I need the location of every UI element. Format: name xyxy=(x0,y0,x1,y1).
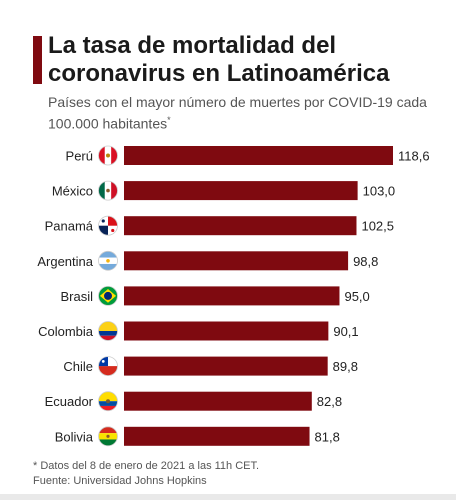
bar xyxy=(124,181,358,201)
flag-stripe xyxy=(98,331,118,336)
bar xyxy=(124,321,329,341)
flag-emblem xyxy=(106,399,110,404)
flag-border xyxy=(98,215,118,236)
category-label: Perú xyxy=(66,149,93,164)
flag-stripe xyxy=(98,405,118,411)
flag-stripe xyxy=(98,251,118,258)
bar-row: Panamá 102,5 xyxy=(45,215,394,236)
value-label: 90,1 xyxy=(333,324,358,339)
subtitle-text: Países con el mayor número de muertes po… xyxy=(48,94,427,132)
bottom-edge xyxy=(0,494,456,500)
bar-row: Brasil 95,0 xyxy=(60,285,370,306)
value-label: 118,6 xyxy=(398,149,430,164)
flag-stripe xyxy=(98,401,118,406)
flag-border xyxy=(98,180,118,201)
bolivia-flag-icon xyxy=(98,426,118,446)
value-label: 95,0 xyxy=(344,289,369,304)
flag-border xyxy=(98,321,118,341)
subtitle-footnote-mark: * xyxy=(167,115,171,125)
bar-row: Colombia 90,1 xyxy=(38,321,359,341)
category-label: Panamá xyxy=(45,219,94,234)
category-label: México xyxy=(52,184,93,199)
flag-emblem xyxy=(106,153,110,158)
flag-stripe xyxy=(98,181,105,201)
value-label: 81,8 xyxy=(315,429,340,444)
bar-row: Argentina 98,8 xyxy=(37,250,378,271)
bar xyxy=(124,146,393,165)
colombia-flag-icon xyxy=(98,321,118,341)
value-label: 102,5 xyxy=(361,219,394,234)
flag-stripe xyxy=(111,181,118,201)
chile-flag-icon xyxy=(98,356,118,376)
value-label: 89,8 xyxy=(333,359,358,374)
flag-border xyxy=(98,356,118,377)
flag-sun xyxy=(106,259,110,263)
value-label: 98,8 xyxy=(353,254,378,269)
flag-quarter xyxy=(108,216,118,226)
flag-stripe xyxy=(98,146,105,165)
category-label: Bolivia xyxy=(55,429,94,444)
brazil-flag-icon xyxy=(98,286,118,306)
peru-flag-icon xyxy=(98,146,118,165)
flag-stripe xyxy=(98,321,118,331)
bar xyxy=(124,391,312,411)
argentina-flag-icon xyxy=(98,251,118,271)
flag-border xyxy=(98,145,118,166)
value-label: 103,0 xyxy=(363,184,396,199)
bar xyxy=(124,426,310,446)
footnote: * Datos del 8 de enero de 2021 a las 11h… xyxy=(33,460,260,472)
category-label: Argentina xyxy=(37,254,93,269)
bar-row: México 103,0 xyxy=(52,180,396,201)
bar-row: Bolivia 81,8 xyxy=(55,426,340,447)
flag-quarter xyxy=(98,225,108,236)
flag-globe xyxy=(104,291,112,300)
flag-emblem xyxy=(106,188,110,193)
flag-stripe xyxy=(98,391,118,402)
flag-stripe xyxy=(98,366,118,376)
flag-stripe xyxy=(98,335,118,341)
bar-row: Chile 89,8 xyxy=(63,356,358,377)
flag-border xyxy=(98,391,118,412)
bar xyxy=(124,356,328,376)
bar xyxy=(124,286,340,306)
category-label: Ecuador xyxy=(45,394,94,409)
ecuador-flag-icon xyxy=(98,391,118,411)
chart-title: La tasa de mortalidad del coronavirus en… xyxy=(48,32,390,87)
flag-star xyxy=(101,359,105,363)
flag-star xyxy=(111,228,115,233)
category-label: Brasil xyxy=(60,289,93,304)
flag-stripe xyxy=(111,146,118,165)
flag-stripe xyxy=(98,439,118,446)
source-note: Fuente: Universidad Johns Hopkins xyxy=(33,475,207,487)
bar xyxy=(124,251,349,271)
category-label: Chile xyxy=(63,359,93,374)
flag-emblem xyxy=(106,434,110,438)
title-accent-bar xyxy=(33,36,42,84)
bar-row: Perú 118,6 xyxy=(66,145,430,166)
flag-border xyxy=(98,285,118,306)
flag-border xyxy=(98,426,118,447)
category-label: Colombia xyxy=(38,324,94,339)
mexico-flag-icon xyxy=(98,181,118,201)
flag-stripe xyxy=(98,263,118,271)
chart-footer: * Datos del 8 de enero de 2021 a las 11h… xyxy=(33,459,453,489)
flag-border xyxy=(98,250,118,271)
panama-flag-icon xyxy=(98,216,118,236)
value-label: 82,8 xyxy=(317,394,342,409)
flag-star xyxy=(101,219,105,223)
flag-stripe xyxy=(98,426,118,434)
bar-row: Ecuador 82,8 xyxy=(45,391,342,412)
chart-subtitle: Países con el mayor número de muertes po… xyxy=(48,93,448,133)
bar xyxy=(124,216,357,236)
